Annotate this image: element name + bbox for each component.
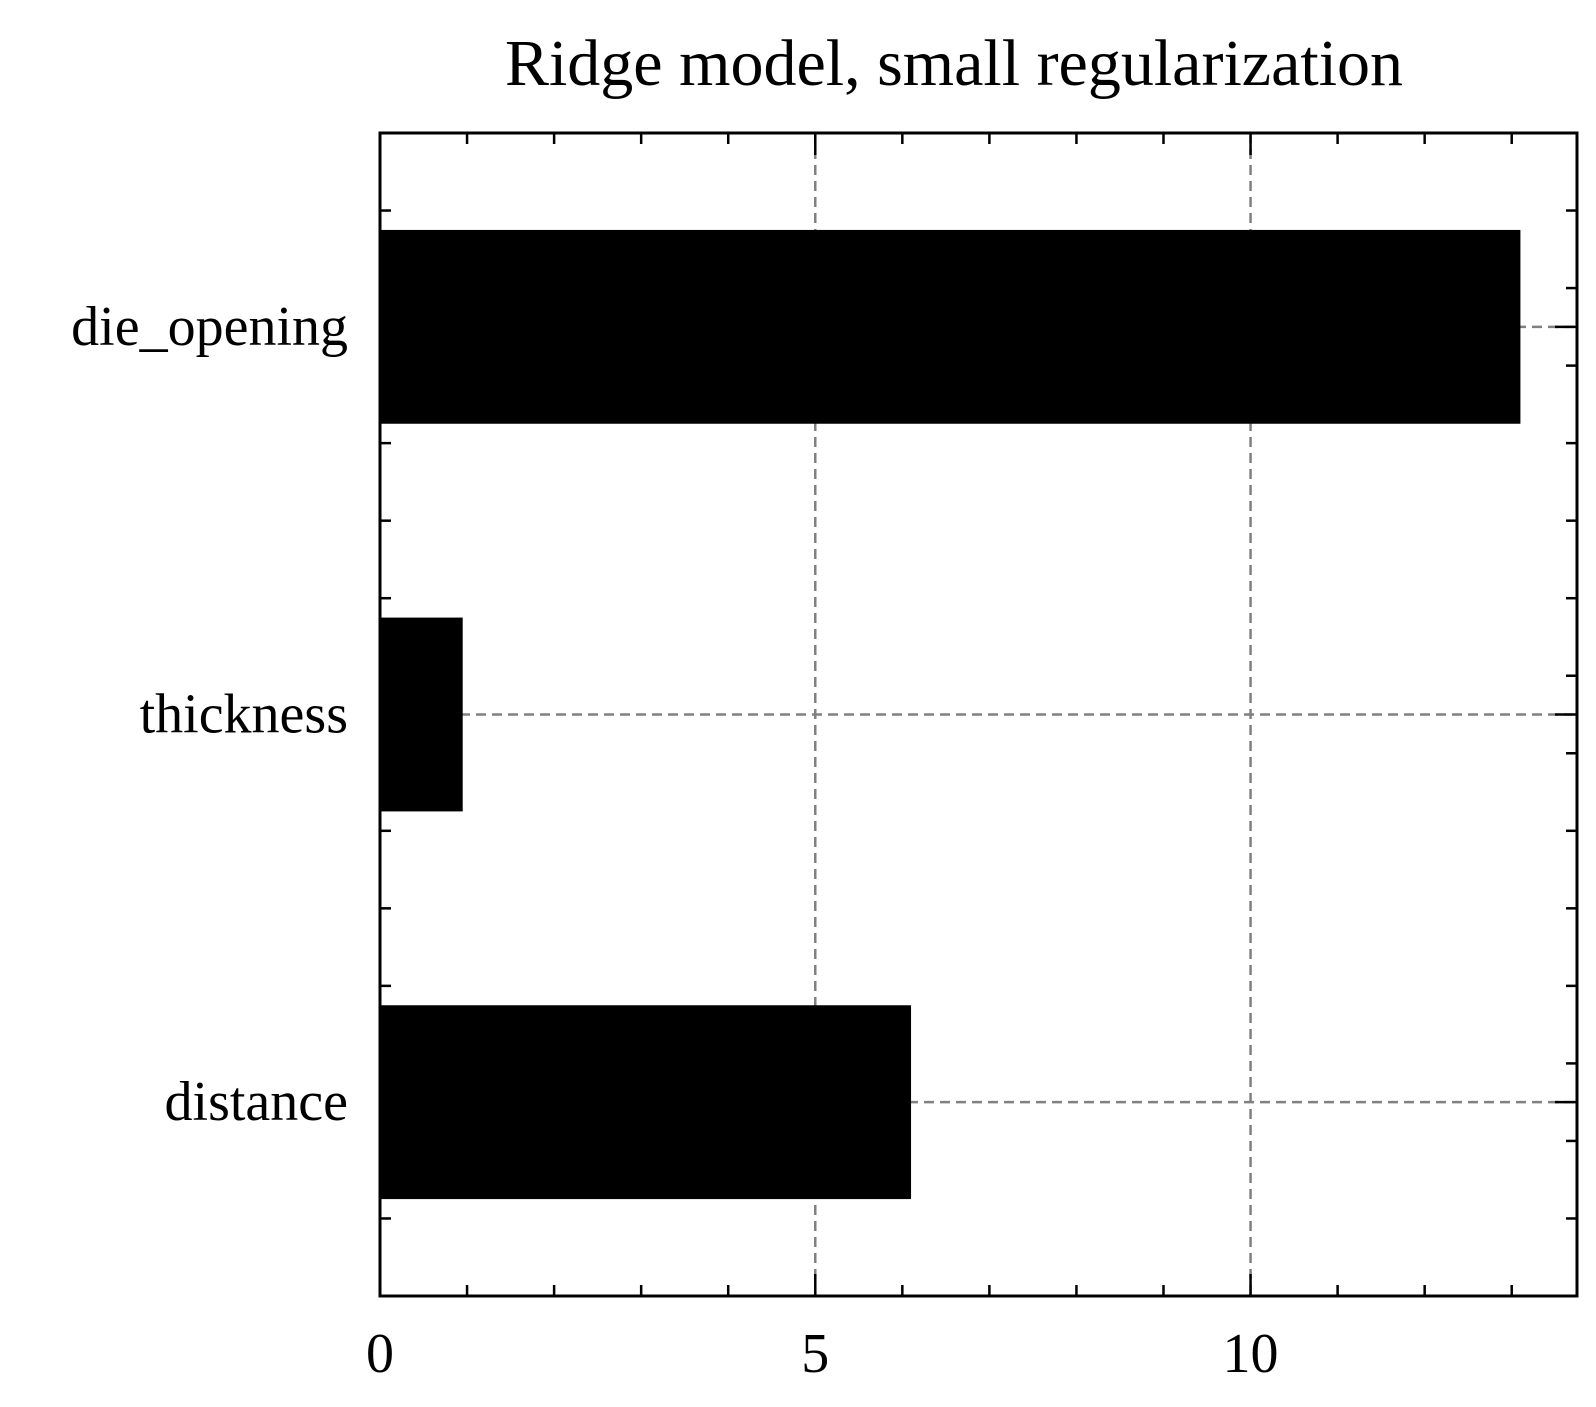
plot-frame [378,131,1579,1298]
y-tick-label-distance: distance [165,1071,348,1133]
bar-die_opening [380,229,1521,424]
chart-title: Ridge model, small regularization [505,27,1403,100]
bar-distance [380,1005,912,1200]
x-tick-label-2: 10 [1223,1323,1279,1385]
x-tick-label-1: 5 [801,1323,829,1385]
y-tick-label-die_opening: die_opening [71,296,348,358]
axis-ticks [378,131,1577,1298]
bars [380,229,1521,1200]
tick-labels: 0 5 10 die_opening thickness distance [71,296,1278,1385]
y-tick-label-thickness: thickness [140,684,348,746]
x-tick-label-0: 0 [366,1323,394,1385]
